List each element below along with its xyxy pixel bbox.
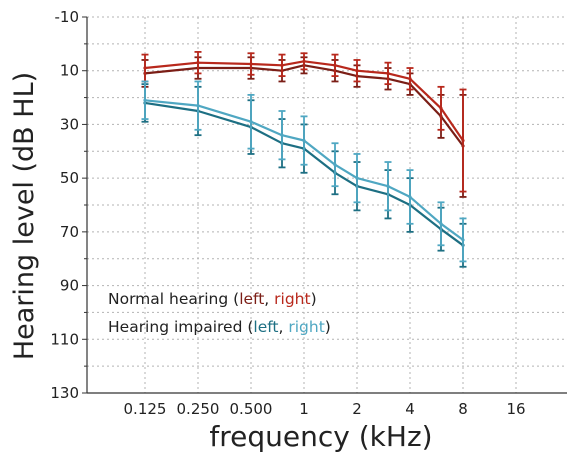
error-bar [353, 59, 361, 83]
data-point [302, 138, 306, 143]
legend-separator: , [279, 318, 289, 336]
error-bar [384, 61, 392, 86]
x-tick-label: 16 [506, 400, 525, 418]
legend-entry: Normal hearing (left, right) [108, 290, 317, 308]
legend-suffix: ) [325, 318, 331, 336]
data-point [333, 163, 337, 167]
legend-left-label: left [239, 290, 264, 308]
x-tick-label: 8 [458, 400, 468, 418]
axes [82, 16, 567, 394]
x-tick-label: 2 [352, 400, 362, 418]
error-bar [384, 161, 392, 212]
series-normal-hearing-right [141, 51, 467, 193]
y-tick-label: 110 [50, 330, 79, 348]
y-tick-labels: -10 10 30 50 70 90 110 130 [50, 8, 79, 402]
data-point [461, 138, 465, 143]
data-point [249, 62, 253, 66]
legend-right-label: right [274, 290, 310, 308]
legend-right-label: right [288, 318, 324, 336]
error-bar [300, 115, 308, 166]
error-bar [353, 153, 361, 204]
y-tick-label: 70 [60, 223, 79, 241]
data-point [355, 176, 359, 180]
data-point [280, 133, 284, 137]
error-bar [406, 67, 414, 91]
data-point [408, 77, 412, 81]
x-tick-label: 1 [299, 400, 309, 418]
legend-prefix: Hearing impaired ( [108, 318, 253, 336]
data-point [408, 195, 412, 199]
error-bar [194, 51, 202, 75]
error-bar [459, 217, 467, 263]
x-tick-label: 0.500 [230, 400, 273, 418]
data-point [386, 184, 390, 188]
error-bar [331, 53, 339, 77]
y-tick-label: -10 [55, 8, 80, 26]
error-bar [437, 85, 445, 131]
y-axis-label: Hearing level (dB HL) [9, 72, 40, 360]
data-point [355, 69, 359, 73]
y-tick-label: 10 [60, 62, 79, 80]
x-tick-labels: 0.125 0.250 0.500 1 2 4 8 16 [124, 400, 526, 418]
data-point [439, 222, 443, 226]
error-bar [278, 53, 286, 77]
error-bar [300, 52, 308, 71]
data-point [302, 59, 306, 63]
x-tick-label: 0.125 [124, 400, 167, 418]
error-bar [141, 80, 149, 120]
error-bar [247, 52, 255, 76]
error-bar [406, 169, 414, 225]
legend-entry: Hearing impaired (left, right) [108, 318, 331, 336]
y-tick-label: 130 [50, 384, 79, 402]
legend-left-label: left [253, 318, 278, 336]
data-point [143, 66, 147, 70]
error-bar [247, 93, 255, 150]
series-hearing-impaired-left [141, 83, 467, 268]
y-tick-label: 50 [60, 169, 79, 187]
legend-suffix: ) [311, 290, 317, 308]
x-axis-label: frequency (kHz) [209, 420, 432, 453]
data-point [461, 238, 465, 242]
x-tick-label: 0.250 [177, 400, 220, 418]
series-hearing-impaired-right [141, 80, 467, 263]
legend-prefix: Normal hearing ( [108, 290, 239, 308]
data-point [196, 61, 200, 65]
y-tick-label: 90 [60, 277, 79, 295]
legend: Normal hearing (left, right)Hearing impa… [108, 290, 331, 336]
x-tick-label: 4 [405, 400, 415, 418]
data-point [439, 106, 443, 110]
error-bar [331, 142, 339, 188]
data-point [143, 98, 147, 102]
error-bar [194, 80, 202, 131]
data-point [280, 63, 284, 67]
series [141, 51, 467, 268]
error-bar [437, 201, 445, 247]
y-tick-label: 30 [60, 115, 79, 133]
data-point [386, 71, 390, 75]
grid [87, 16, 567, 393]
data-point [333, 63, 337, 67]
data-point [249, 120, 253, 124]
error-bar [459, 88, 467, 193]
data-point [196, 104, 200, 108]
error-bar [278, 110, 286, 161]
legend-separator: , [264, 290, 274, 308]
